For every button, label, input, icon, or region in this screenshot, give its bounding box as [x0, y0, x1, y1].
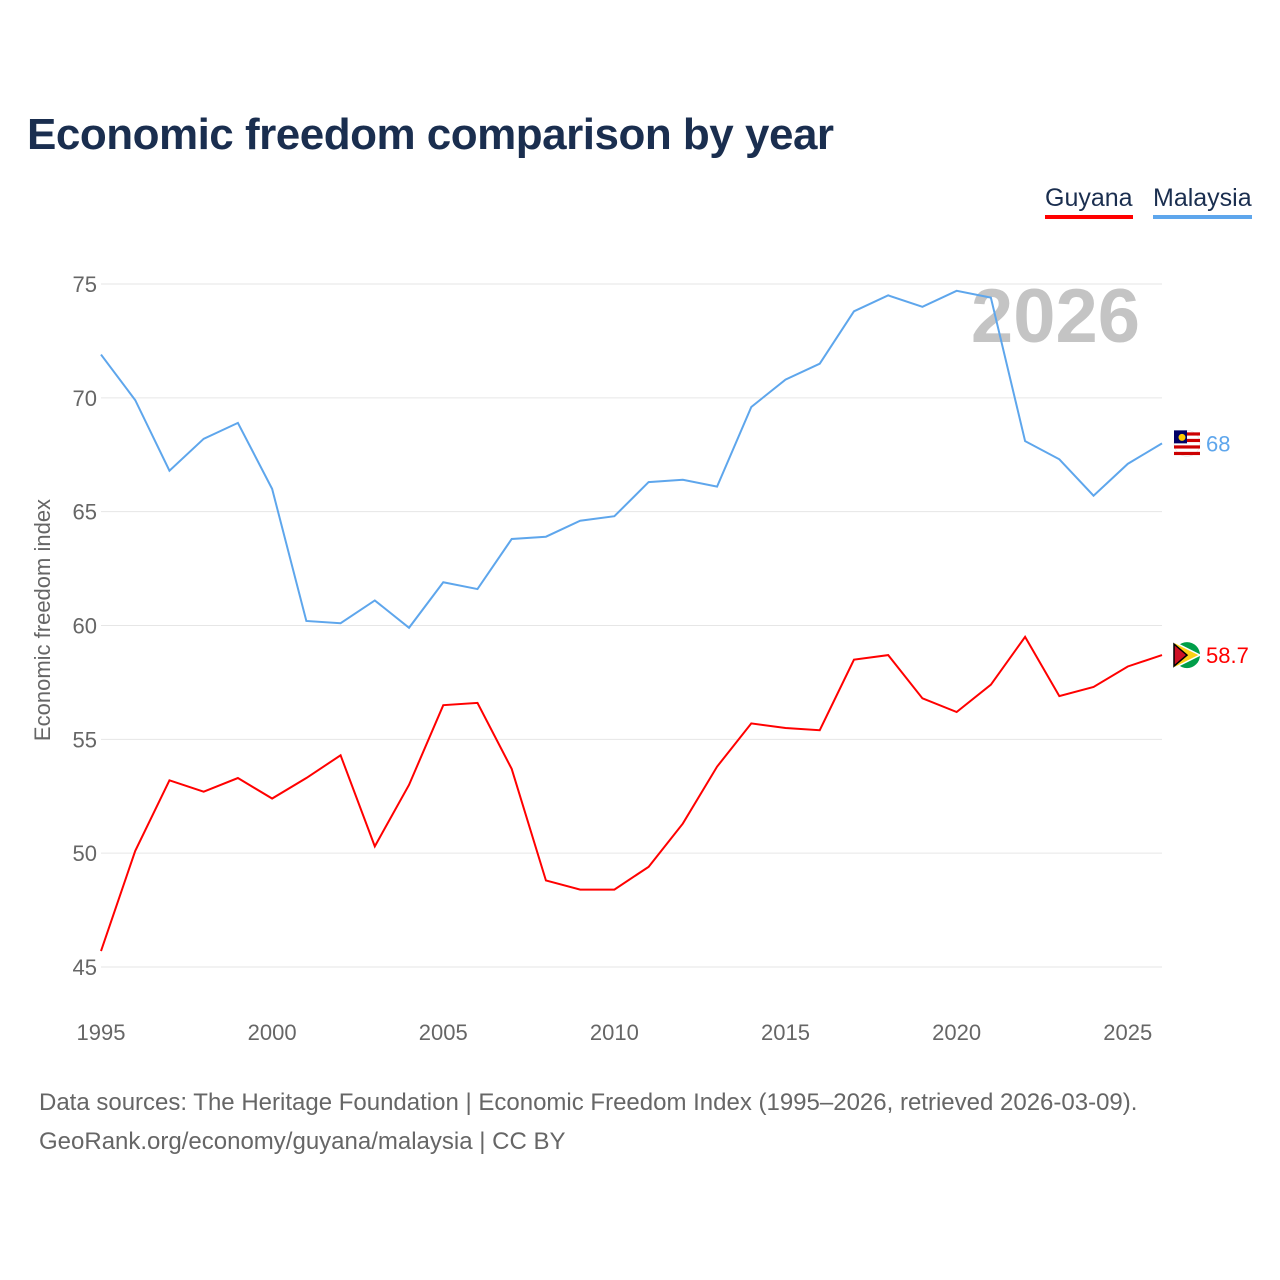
x-tick-label: 2010 [590, 1020, 639, 1045]
data-point[interactable] [989, 683, 993, 687]
data-point[interactable] [270, 487, 274, 491]
y-tick-label: 70 [73, 386, 97, 411]
series-line-malaysia[interactable] [100, 289, 1163, 630]
x-tick-label: 2020 [932, 1020, 981, 1045]
data-point[interactable] [441, 580, 445, 584]
data-point[interactable] [475, 587, 479, 591]
data-point[interactable] [818, 728, 822, 732]
flag-guyana-icon [1173, 640, 1202, 670]
data-point[interactable] [1057, 457, 1061, 461]
data-point[interactable] [373, 844, 377, 848]
data-point[interactable] [715, 765, 719, 769]
x-tick-label: 2025 [1103, 1020, 1152, 1045]
data-point[interactable] [578, 519, 582, 523]
data-point[interactable] [133, 398, 137, 402]
x-tick-label: 1995 [77, 1020, 126, 1045]
data-point[interactable] [1092, 494, 1096, 498]
data-point[interactable] [167, 778, 171, 782]
data-point[interactable] [1092, 685, 1096, 689]
legend-item-guyana[interactable]: Guyana [1045, 184, 1133, 219]
data-point[interactable] [441, 703, 445, 707]
data-point[interactable] [202, 790, 206, 794]
data-point[interactable] [270, 797, 274, 801]
x-tick-label: 2000 [248, 1020, 297, 1045]
data-point[interactable] [202, 437, 206, 441]
data-point[interactable] [647, 865, 651, 869]
x-tick-label: 2015 [761, 1020, 810, 1045]
data-point[interactable] [852, 658, 856, 662]
data-point[interactable] [1057, 694, 1061, 698]
data-point[interactable] [1023, 635, 1027, 639]
data-point[interactable] [133, 849, 137, 853]
data-point[interactable] [1160, 653, 1164, 657]
data-point[interactable] [715, 485, 719, 489]
source-text: Data sources: The Heritage Foundation | … [39, 1089, 1138, 1116]
data-point[interactable] [167, 469, 171, 473]
data-point[interactable] [955, 710, 959, 714]
data-point[interactable] [236, 776, 240, 780]
data-point[interactable] [1126, 664, 1130, 668]
source-url: GeoRank.org/economy/guyana/malaysia | CC… [39, 1128, 566, 1155]
data-point[interactable] [99, 949, 103, 953]
data-point[interactable] [749, 405, 753, 409]
data-point[interactable] [544, 878, 548, 882]
y-axis-label: Economic freedom index [30, 499, 55, 741]
data-point[interactable] [612, 888, 616, 892]
data-point[interactable] [236, 421, 240, 425]
data-point[interactable] [407, 783, 411, 787]
legend-item-malaysia[interactable]: Malaysia [1153, 184, 1252, 219]
data-point[interactable] [578, 888, 582, 892]
data-point[interactable] [886, 653, 890, 657]
data-point[interactable] [784, 726, 788, 730]
y-tick-label: 60 [73, 614, 97, 639]
x-tick-label: 2005 [419, 1020, 468, 1045]
data-point[interactable] [1023, 439, 1027, 443]
data-point[interactable] [647, 480, 651, 484]
data-point[interactable] [475, 701, 479, 705]
data-point[interactable] [510, 767, 514, 771]
data-point[interactable] [510, 537, 514, 541]
y-tick-label: 50 [73, 841, 97, 866]
data-point[interactable] [612, 514, 616, 518]
data-point[interactable] [818, 362, 822, 366]
data-point[interactable] [1160, 441, 1164, 445]
year-watermark: 2026 [971, 274, 1140, 359]
y-tick-label: 45 [73, 955, 97, 980]
data-point[interactable] [852, 309, 856, 313]
end-value-label: 58.7 [1206, 643, 1249, 668]
data-point[interactable] [99, 353, 103, 357]
data-point[interactable] [304, 619, 308, 623]
flag-malaysia-icon [1173, 430, 1201, 457]
data-point[interactable] [407, 626, 411, 630]
data-point[interactable] [304, 776, 308, 780]
series-line-guyana[interactable] [100, 635, 1163, 952]
data-point[interactable] [784, 378, 788, 382]
data-point[interactable] [749, 721, 753, 725]
data-point[interactable] [920, 696, 924, 700]
y-tick-label: 75 [73, 272, 97, 297]
data-point[interactable] [681, 822, 685, 826]
data-point[interactable] [339, 753, 343, 757]
data-point[interactable] [989, 296, 993, 300]
data-point[interactable] [1126, 462, 1130, 466]
data-point[interactable] [373, 598, 377, 602]
data-point[interactable] [955, 289, 959, 293]
data-point[interactable] [920, 305, 924, 309]
data-point[interactable] [339, 621, 343, 625]
data-point[interactable] [544, 535, 548, 539]
chart-title: Economic freedom comparison by year [27, 110, 834, 159]
y-tick-label: 55 [73, 727, 97, 752]
data-point[interactable] [886, 293, 890, 297]
data-point[interactable] [681, 478, 685, 482]
end-value-label: 68 [1206, 431, 1230, 456]
y-tick-label: 65 [73, 500, 97, 525]
